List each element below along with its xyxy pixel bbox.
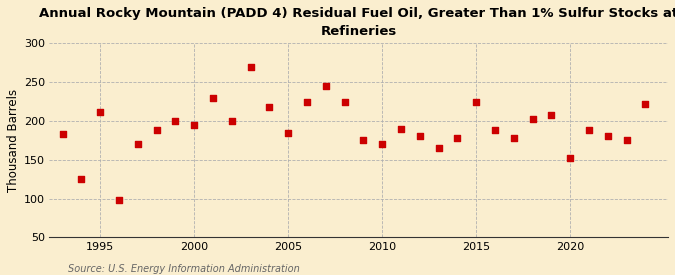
- Point: [433, 146, 444, 150]
- Point: [264, 105, 275, 109]
- Point: [76, 177, 87, 181]
- Point: [603, 134, 614, 139]
- Point: [452, 136, 463, 140]
- Point: [340, 99, 350, 104]
- Point: [377, 142, 387, 146]
- Point: [321, 84, 331, 88]
- Point: [113, 198, 124, 202]
- Point: [565, 156, 576, 160]
- Point: [396, 126, 406, 131]
- Point: [414, 134, 425, 139]
- Point: [358, 138, 369, 142]
- Point: [546, 113, 557, 118]
- Text: Source: U.S. Energy Information Administration: Source: U.S. Energy Information Administ…: [68, 264, 299, 274]
- Point: [95, 109, 105, 114]
- Point: [302, 99, 313, 104]
- Point: [226, 119, 237, 123]
- Point: [640, 102, 651, 106]
- Point: [208, 95, 219, 100]
- Point: [151, 128, 162, 133]
- Title: Annual Rocky Mountain (PADD 4) Residual Fuel Oil, Greater Than 1% Sulfur Stocks : Annual Rocky Mountain (PADD 4) Residual …: [39, 7, 675, 38]
- Point: [245, 64, 256, 69]
- Point: [132, 142, 143, 146]
- Point: [621, 138, 632, 142]
- Point: [189, 123, 200, 127]
- Point: [527, 117, 538, 122]
- Point: [57, 132, 68, 136]
- Point: [508, 136, 519, 140]
- Point: [471, 99, 482, 104]
- Y-axis label: Thousand Barrels: Thousand Barrels: [7, 89, 20, 192]
- Point: [489, 128, 500, 133]
- Point: [283, 130, 294, 135]
- Point: [170, 119, 181, 123]
- Point: [584, 128, 595, 133]
